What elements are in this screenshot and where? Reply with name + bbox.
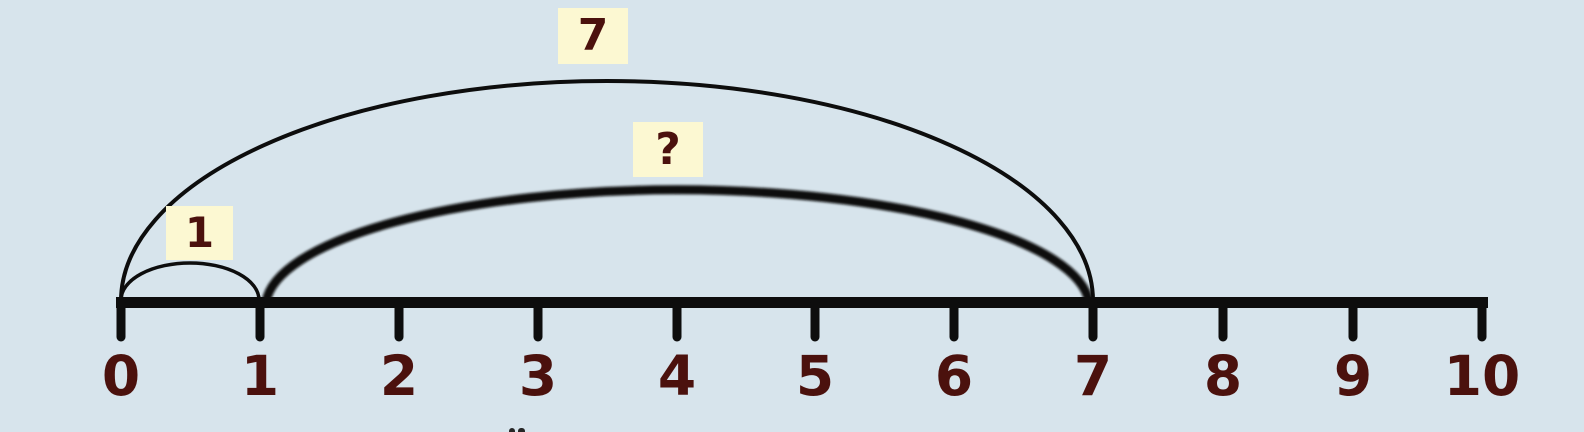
tick-label-10: 10 bbox=[1443, 344, 1521, 408]
tick-label-8: 8 bbox=[1203, 344, 1243, 408]
arc-jump-0-to-7 bbox=[119, 79, 1095, 303]
tick-label-0: 0 bbox=[101, 344, 141, 408]
jump-label-unknown: ? bbox=[633, 122, 703, 177]
tick-label-5: 5 bbox=[795, 344, 835, 408]
arc-jump-1-to-7 bbox=[261, 185, 1094, 307]
cropped-caption-remnant bbox=[518, 428, 525, 432]
tick-label-6: 6 bbox=[934, 344, 974, 408]
tick-label-9: 9 bbox=[1333, 344, 1373, 408]
arc-jump-0-to-1 bbox=[119, 261, 261, 302]
tick-label-1: 1 bbox=[240, 344, 280, 408]
jump-label-1: 1 bbox=[166, 206, 233, 260]
tick-label-4: 4 bbox=[657, 344, 697, 408]
cropped-caption-remnant bbox=[509, 428, 515, 432]
tick-label-2: 2 bbox=[379, 344, 419, 408]
jump-label-7: 7 bbox=[558, 8, 628, 64]
tick-label-7: 7 bbox=[1073, 344, 1113, 408]
tick-label-3: 3 bbox=[518, 344, 558, 408]
